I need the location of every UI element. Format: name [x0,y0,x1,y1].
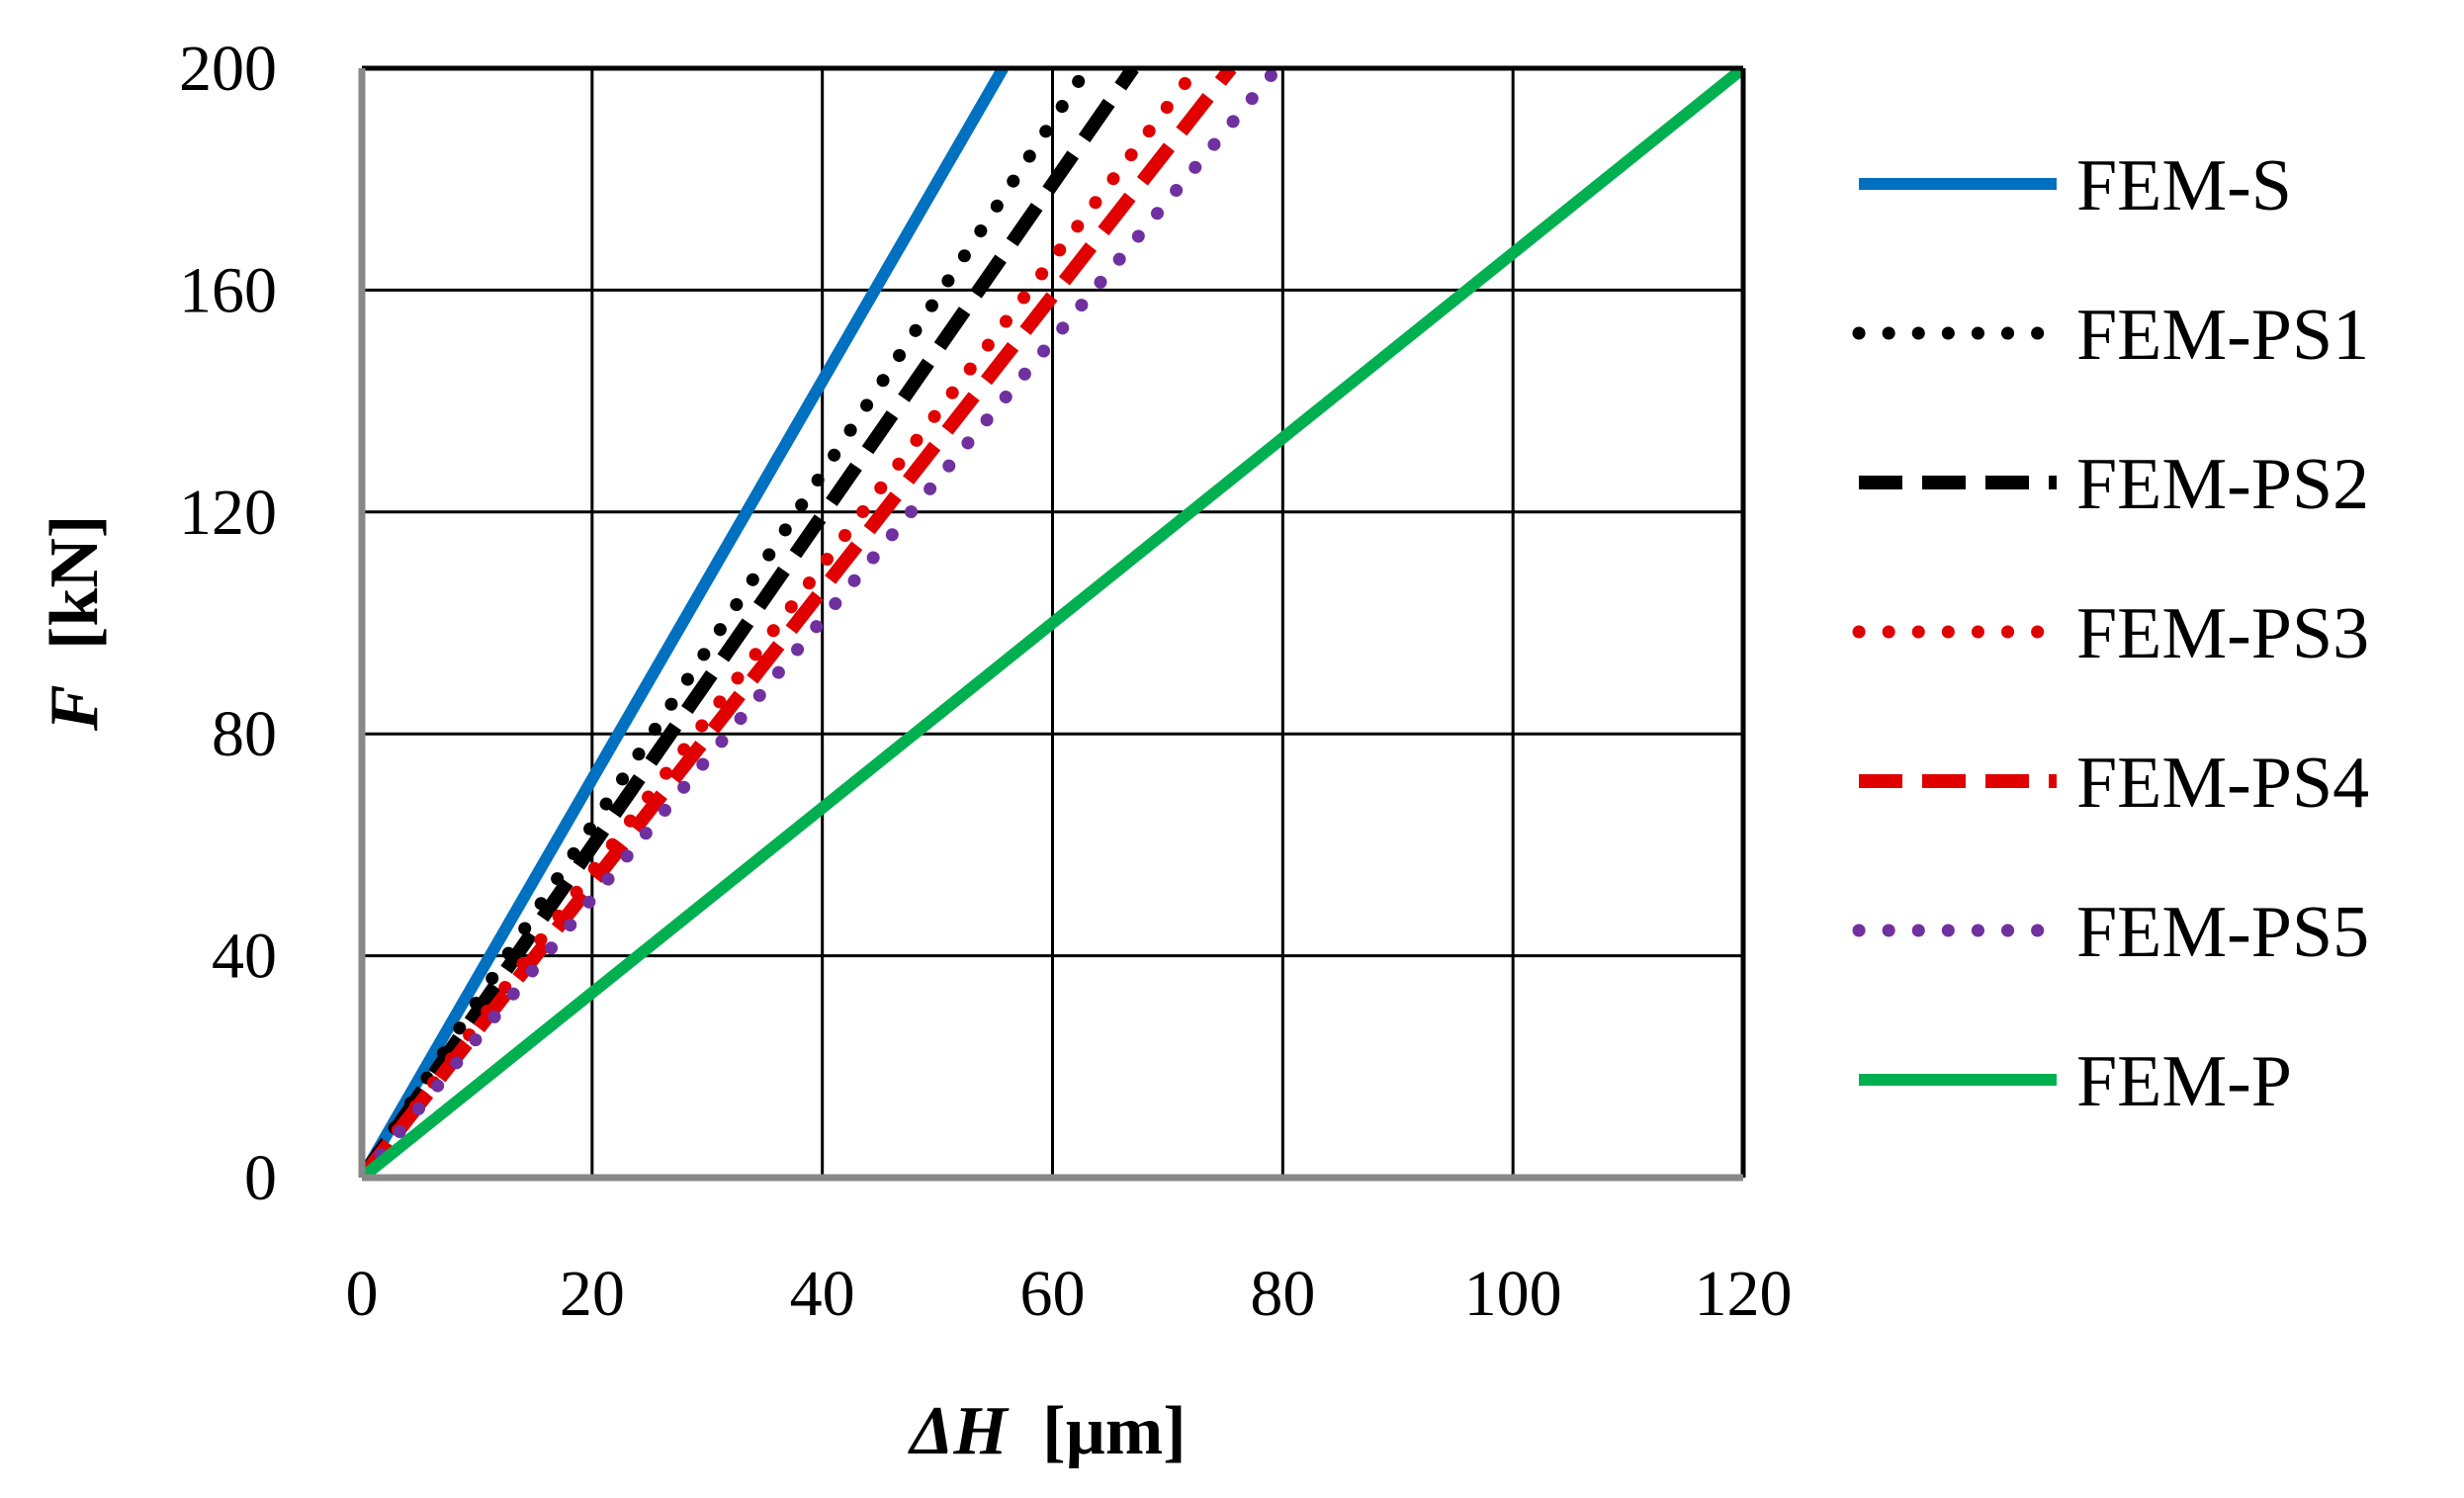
series-line-fem-ps1 [362,68,1094,1178]
x-tick-label: 60 [1020,1258,1086,1330]
x-tick-label: 80 [1250,1258,1315,1330]
axes [358,65,1746,1182]
series-layer [362,68,1743,1178]
series-line-fem-ps5 [362,68,1284,1178]
legend-label-fem-ps5: FEM-PS5 [2076,892,2369,973]
y-tick-label: 0 [244,1142,277,1214]
series-line-fem-p [362,68,1743,1178]
x-tick-label: 100 [1464,1258,1562,1330]
series-line-fem-ps2 [362,68,1139,1178]
legend-label-fem-p: FEM-P [2076,1041,2292,1122]
x-axis-title: ΔH [µm] [907,1393,1186,1469]
y-axis-title: F [kN] [37,515,113,732]
tick-labels: 0 20 40 60 80 100 120 0 40 80 120 160 200 [179,33,1793,1330]
y-axis-unit: [kN] [37,515,113,650]
x-axis-unit: [µm] [1042,1393,1186,1469]
y-tick-label: 40 [212,921,277,993]
legend: FEM-S FEM-PS1 FEM-PS2 FEM-PS3 FEM-PS4 FEM-PS5… [1852,145,2369,1122]
legend-label-fem-ps2: FEM-PS2 [2076,444,2369,525]
legend-label-fem-ps3: FEM-PS3 [2076,593,2369,674]
x-tick-label: 0 [346,1258,379,1330]
y-tick-label: 200 [179,33,277,105]
x-axis-var: ΔH [907,1393,1010,1469]
y-tick-label: 80 [212,698,277,770]
legend-label-fem-s: FEM-S [2076,145,2292,226]
series-line-fem-ps3 [362,68,1203,1178]
y-tick-label: 120 [179,477,277,549]
x-tick-label: 120 [1695,1258,1793,1330]
legend-label-fem-ps4: FEM-PS4 [2076,743,2369,824]
x-tick-label: 40 [790,1258,855,1330]
y-axis-var: F [37,684,113,732]
legend-label-fem-ps1: FEM-PS1 [2076,295,2369,376]
y-tick-label: 160 [179,254,277,326]
x-tick-label: 20 [560,1258,625,1330]
series-line-fem-s [362,68,1009,1178]
series-line-fem-ps4 [362,68,1237,1178]
